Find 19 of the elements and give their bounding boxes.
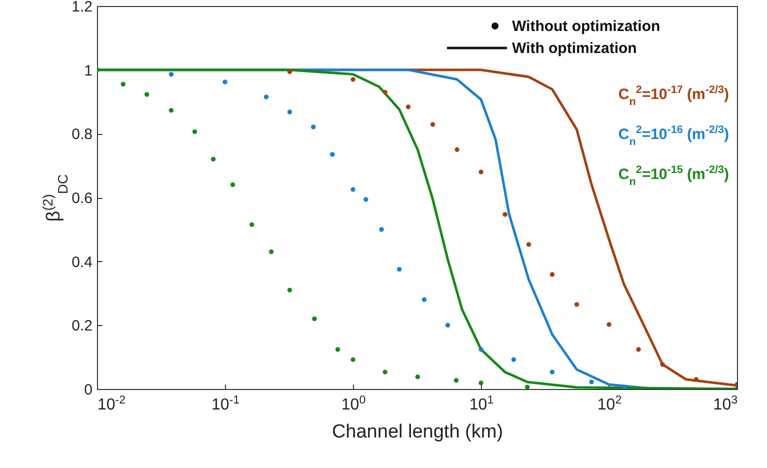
y-tick-label: 0.8: [72, 126, 92, 144]
x-tick-label: 10$^{2}$: [597, 394, 622, 414]
x-tick-label: 10$^{1}$: [469, 394, 494, 414]
text: C$_{n}$$^{2}$=10$^{-17}$ (m$^{-2/3}$): [618, 84, 729, 108]
x-axis-title: Channel length (km): [332, 422, 504, 442]
x-tick-label: 10$^{-1}$: [211, 394, 240, 414]
x-tick-label: 10$^{-2}$: [98, 394, 126, 414]
annotation: Without optimization: [512, 18, 660, 35]
y-tick-label: 0.6: [72, 190, 92, 207]
y-tick-label: 0: [84, 382, 92, 398]
y-tick-label: 0.2: [72, 318, 92, 335]
x-tick-label: 10$^{3}$: [713, 394, 738, 414]
y-tick-label: 1: [84, 62, 92, 80]
text: C$_{n}$$^{2}$=10$^{-15}$ (m$^{-2/3}$): [618, 164, 729, 188]
x-tick-label: 10$^{0}$: [341, 394, 366, 414]
annotation: With optimization: [512, 40, 637, 57]
y-tick-label: 0.4: [72, 254, 92, 271]
y-tick-label: 1.2: [72, 0, 92, 16]
text: C$_{n}$$^{2}$=10$^{-16}$ (m$^{-2/3}$): [618, 124, 729, 148]
